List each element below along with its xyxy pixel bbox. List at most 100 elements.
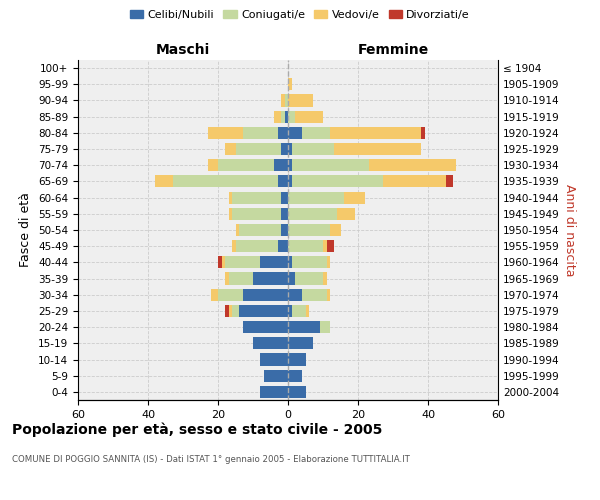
- Bar: [229, 208, 232, 220]
- Bar: [232, 208, 281, 220]
- Bar: [281, 208, 288, 220]
- Bar: [274, 110, 281, 122]
- Bar: [288, 321, 320, 333]
- Bar: [292, 256, 326, 268]
- Bar: [288, 78, 292, 90]
- Bar: [260, 256, 288, 268]
- Bar: [211, 288, 218, 301]
- Bar: [277, 176, 288, 188]
- Bar: [292, 159, 368, 172]
- Bar: [218, 159, 274, 172]
- Bar: [295, 272, 323, 284]
- Bar: [326, 240, 334, 252]
- Bar: [281, 192, 288, 203]
- Bar: [288, 159, 292, 172]
- Bar: [225, 256, 260, 268]
- Bar: [292, 176, 383, 188]
- Bar: [225, 143, 235, 155]
- Bar: [235, 143, 281, 155]
- Bar: [288, 240, 323, 252]
- Bar: [320, 321, 330, 333]
- Text: COMUNE DI POGGIO SANNITA (IS) - Dati ISTAT 1° gennaio 2005 - Elaborazione TUTTIT: COMUNE DI POGGIO SANNITA (IS) - Dati IST…: [12, 455, 410, 464]
- Legend: Celibi/Nubili, Coniugati/e, Vedovi/e, Divorziati/e: Celibi/Nubili, Coniugati/e, Vedovi/e, Di…: [125, 6, 475, 25]
- Bar: [334, 143, 421, 155]
- Bar: [288, 354, 305, 366]
- Y-axis label: Fasce di età: Fasce di età: [19, 192, 32, 268]
- Bar: [253, 272, 288, 284]
- Bar: [288, 176, 292, 188]
- Bar: [260, 386, 288, 398]
- Bar: [295, 110, 323, 122]
- Bar: [232, 192, 281, 203]
- Bar: [155, 176, 173, 188]
- Bar: [281, 110, 284, 122]
- Bar: [173, 176, 277, 188]
- Bar: [253, 338, 288, 349]
- Bar: [323, 240, 326, 252]
- Bar: [218, 256, 221, 268]
- Bar: [242, 288, 288, 301]
- Bar: [225, 272, 229, 284]
- Bar: [281, 224, 288, 236]
- Bar: [305, 305, 309, 317]
- Bar: [288, 224, 330, 236]
- Text: Maschi: Maschi: [156, 44, 210, 58]
- Bar: [288, 143, 292, 155]
- Bar: [288, 94, 313, 106]
- Bar: [326, 256, 330, 268]
- Bar: [239, 305, 288, 317]
- Bar: [208, 159, 218, 172]
- Bar: [330, 224, 341, 236]
- Bar: [326, 288, 330, 301]
- Bar: [263, 370, 288, 382]
- Bar: [288, 272, 295, 284]
- Bar: [232, 240, 235, 252]
- Bar: [225, 305, 229, 317]
- Bar: [208, 127, 242, 139]
- Bar: [277, 240, 288, 252]
- Bar: [288, 305, 292, 317]
- Bar: [288, 256, 292, 268]
- Bar: [337, 208, 355, 220]
- Bar: [277, 127, 288, 139]
- Bar: [288, 370, 302, 382]
- Bar: [284, 110, 288, 122]
- Bar: [288, 208, 337, 220]
- Bar: [288, 127, 302, 139]
- Bar: [232, 305, 239, 317]
- Bar: [221, 256, 225, 268]
- Bar: [281, 94, 284, 106]
- Bar: [274, 159, 288, 172]
- Bar: [344, 192, 365, 203]
- Bar: [421, 127, 425, 139]
- Bar: [281, 143, 288, 155]
- Bar: [235, 240, 277, 252]
- Bar: [239, 224, 281, 236]
- Bar: [242, 321, 288, 333]
- Text: Femmine: Femmine: [358, 44, 428, 58]
- Bar: [288, 192, 344, 203]
- Bar: [292, 143, 334, 155]
- Bar: [445, 176, 452, 188]
- Bar: [302, 288, 326, 301]
- Text: Popolazione per età, sesso e stato civile - 2005: Popolazione per età, sesso e stato civil…: [12, 422, 382, 437]
- Bar: [368, 159, 456, 172]
- Bar: [288, 110, 295, 122]
- Bar: [242, 127, 277, 139]
- Bar: [229, 272, 253, 284]
- Bar: [292, 305, 305, 317]
- Bar: [288, 288, 302, 301]
- Y-axis label: Anni di nascita: Anni di nascita: [563, 184, 576, 276]
- Bar: [288, 386, 305, 398]
- Bar: [235, 224, 239, 236]
- Bar: [383, 176, 445, 188]
- Bar: [229, 305, 232, 317]
- Bar: [229, 192, 232, 203]
- Bar: [260, 354, 288, 366]
- Bar: [302, 127, 330, 139]
- Bar: [284, 94, 288, 106]
- Bar: [218, 288, 242, 301]
- Bar: [323, 272, 326, 284]
- Bar: [288, 338, 313, 349]
- Bar: [330, 127, 421, 139]
